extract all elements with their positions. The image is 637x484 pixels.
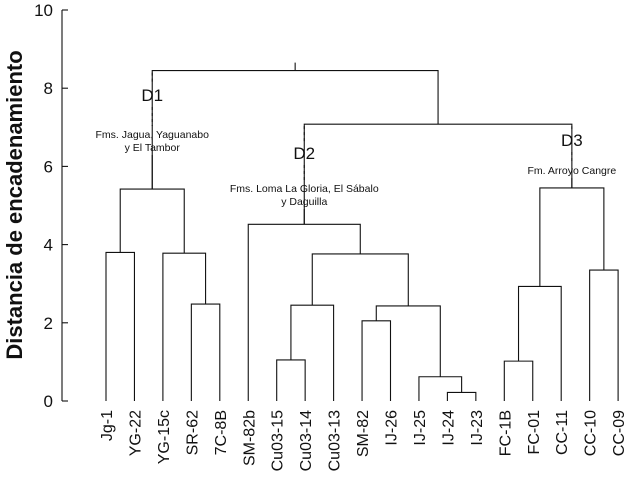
leaf-label: FC-1B: [497, 410, 514, 456]
leaf-label: SM-82b: [241, 410, 258, 466]
leaf-label: CC-09: [611, 410, 628, 456]
leaf-label: Cu03-13: [327, 410, 344, 471]
leaf-labels: Jg-1 YG-22 YG-15c SR-62 7C-8B SM-82b Cu03-15 Cu…: [99, 410, 628, 471]
y-tick-label: 2: [44, 314, 53, 333]
cluster-label: D2: [293, 144, 315, 163]
dendrogram-link: [247, 223, 361, 401]
dendrogram-link: [311, 253, 409, 306]
leaf-label: CC-10: [583, 410, 600, 456]
y-tick-label: 6: [44, 157, 53, 176]
leaf-label: IJ-25: [412, 410, 429, 446]
leaf-label: IJ-26: [384, 410, 401, 446]
y-axis-label: Distancia de encadenamiento: [2, 50, 27, 359]
dendrogram-link: [375, 305, 441, 377]
leaf-label: Cu03-14: [298, 410, 315, 471]
cluster-annotation: Fms. Loma La Gloria, El Sábalo: [230, 183, 379, 195]
leaf-label: CC-11: [554, 410, 571, 455]
dendrogram-link: [105, 251, 135, 401]
leaf-label: IJ-23: [469, 410, 486, 446]
leaf-label: Cu03-15: [270, 410, 287, 471]
leaf-label: IJ-24: [440, 410, 457, 446]
y-tick-label: 10: [34, 1, 53, 20]
cluster-annotation: y Daguilla: [281, 196, 327, 208]
dendrogram-link: [276, 359, 306, 401]
cluster-label: D3: [561, 131, 583, 150]
leaf-label: Jg-1: [99, 410, 116, 441]
y-tick-label: 0: [44, 392, 53, 411]
leaf-label: 7C-8B: [213, 410, 230, 455]
cluster-label: D1: [141, 86, 163, 105]
cluster-annotation: Fm. Arroyo Cangre: [528, 165, 617, 177]
dendrogram-link: [503, 360, 534, 401]
leaf-label: YG-15c: [156, 410, 173, 464]
leaf-label: SM-82: [355, 410, 372, 457]
dendrogram-link: [446, 391, 477, 401]
dendrogram-link: [361, 320, 392, 401]
leaf-label: SR-62: [184, 410, 201, 455]
dendrogram-link: [119, 188, 185, 254]
cluster-annotation: Fms. Jagua, Yaguanabo: [96, 129, 210, 141]
y-tick-label: 4: [44, 236, 53, 255]
dendrogram-link: [190, 303, 221, 401]
dendrogram-link: [539, 187, 605, 287]
leaf-label: YG-22: [127, 410, 144, 456]
y-tick-label: 8: [44, 79, 53, 98]
leaf-label: FC-01: [526, 410, 543, 455]
y-axis: 0 2 4 6 8 10: [34, 1, 68, 411]
cluster-annotation: y El Tambor: [125, 142, 181, 154]
dendrogram-link: [418, 376, 463, 401]
dendrogram-link: [162, 252, 207, 401]
dendrogram-link: [290, 304, 335, 401]
dendrogram-links: [105, 62, 619, 401]
dendrogram-link: [517, 285, 562, 401]
dendrogram-link: [589, 269, 619, 401]
